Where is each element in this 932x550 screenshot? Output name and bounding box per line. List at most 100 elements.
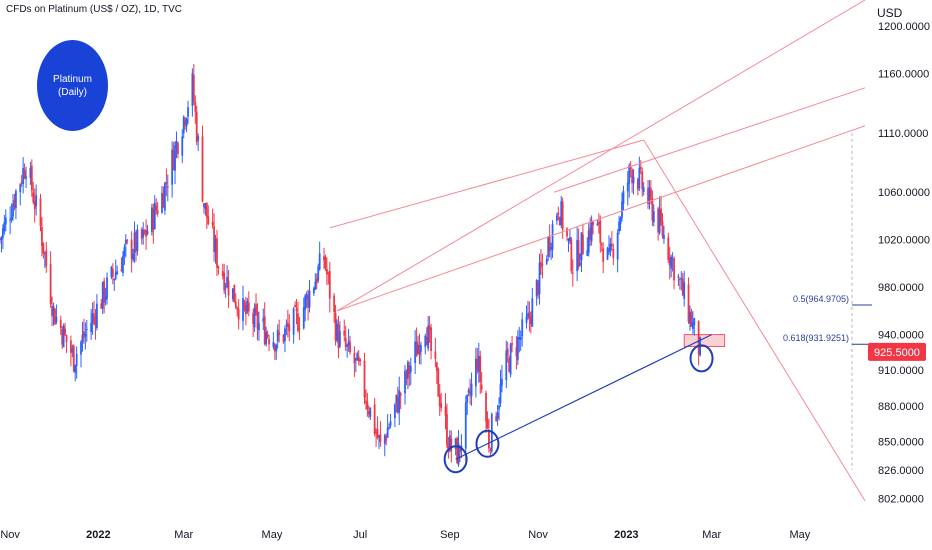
candle-body bbox=[414, 341, 417, 364]
candle-body bbox=[85, 329, 88, 331]
candle-body bbox=[172, 150, 175, 170]
candle-body bbox=[104, 296, 107, 300]
candle-body bbox=[569, 237, 571, 242]
candle-body bbox=[389, 421, 392, 426]
pitchfork-line bbox=[553, 87, 866, 193]
candle-body bbox=[286, 322, 289, 328]
candle-body bbox=[328, 271, 331, 299]
candle-body bbox=[161, 192, 163, 213]
candle-body bbox=[12, 203, 14, 217]
candle-body bbox=[359, 359, 362, 362]
candle-body bbox=[192, 75, 195, 102]
candle-body bbox=[488, 430, 490, 449]
candle-body bbox=[398, 390, 401, 413]
candle-body bbox=[557, 212, 560, 215]
candle-body bbox=[388, 426, 391, 428]
candle-body bbox=[354, 358, 357, 361]
candle-body bbox=[61, 329, 64, 345]
candle-body bbox=[454, 438, 457, 449]
candle-body bbox=[246, 301, 249, 312]
candle-body bbox=[683, 282, 686, 299]
candle-body bbox=[211, 221, 214, 226]
candle-body bbox=[538, 262, 541, 295]
candle-body bbox=[545, 258, 548, 264]
candle-body bbox=[114, 272, 117, 279]
candle-body bbox=[379, 434, 382, 442]
candle-body bbox=[1, 228, 4, 238]
candle-body bbox=[409, 365, 412, 372]
highlight-circle bbox=[475, 429, 500, 458]
candle-body bbox=[551, 223, 554, 250]
candle-body bbox=[3, 221, 6, 232]
candle-body bbox=[697, 321, 700, 355]
candle-body bbox=[71, 348, 74, 353]
candle-body bbox=[395, 394, 398, 404]
platinum-daily-badge: Platinum (Daily) bbox=[37, 40, 108, 131]
candle-body bbox=[516, 337, 519, 360]
candle-body bbox=[91, 313, 94, 324]
candle-body bbox=[42, 242, 45, 254]
candle-body bbox=[81, 334, 84, 342]
candle-body bbox=[525, 316, 528, 323]
candle-body bbox=[140, 228, 143, 239]
y-tick-label: 980.0000 bbox=[878, 282, 924, 294]
candle-body bbox=[693, 318, 696, 326]
pitchfork-line bbox=[329, 139, 644, 229]
candle-body bbox=[266, 333, 269, 337]
candle-body bbox=[32, 192, 35, 203]
candle-body bbox=[150, 207, 153, 233]
candle-body bbox=[365, 400, 367, 403]
candle-body bbox=[450, 438, 453, 451]
candle-body bbox=[670, 256, 673, 269]
candle-body bbox=[408, 365, 411, 375]
candle-body bbox=[476, 359, 479, 370]
candle-body bbox=[35, 195, 38, 207]
candle-body bbox=[124, 239, 127, 244]
candle-body bbox=[531, 298, 534, 327]
candle-body bbox=[561, 201, 564, 230]
candle-body bbox=[9, 219, 12, 221]
candle-body bbox=[30, 165, 33, 191]
candle-body bbox=[677, 276, 680, 278]
candle-body bbox=[521, 319, 524, 337]
candle-body bbox=[667, 237, 670, 260]
candle-body bbox=[599, 220, 602, 243]
candle-body bbox=[621, 201, 623, 218]
candle-body bbox=[537, 281, 539, 296]
candle-body bbox=[501, 378, 503, 386]
candle-body bbox=[547, 237, 550, 257]
x-tick-label: 2022 bbox=[86, 529, 110, 541]
candle-body bbox=[383, 435, 386, 444]
candle-body bbox=[687, 284, 690, 322]
candle-body bbox=[571, 272, 574, 274]
candle-body bbox=[540, 262, 542, 268]
candle-body bbox=[265, 332, 268, 345]
candle-body bbox=[629, 166, 632, 169]
currency-label: USD bbox=[877, 6, 903, 20]
candle-body bbox=[446, 414, 448, 446]
candle-body bbox=[641, 171, 644, 190]
candle-body bbox=[242, 298, 244, 321]
candle-body bbox=[631, 169, 634, 184]
candle-body bbox=[213, 226, 215, 252]
x-tick-label: Sep bbox=[440, 529, 460, 541]
candle-body bbox=[612, 249, 615, 258]
candle-body bbox=[132, 253, 134, 260]
candle-body bbox=[318, 253, 321, 270]
candle-body bbox=[535, 279, 538, 297]
candle-body bbox=[123, 247, 126, 257]
candle-body bbox=[23, 169, 26, 179]
candle-body bbox=[447, 444, 450, 451]
candle-body bbox=[317, 266, 320, 281]
candle-body bbox=[448, 435, 451, 452]
candle-body bbox=[181, 136, 184, 156]
candle-body bbox=[637, 179, 639, 190]
candle-body bbox=[369, 407, 372, 417]
candle-body bbox=[548, 236, 551, 252]
candle-body bbox=[496, 412, 499, 419]
candle-body bbox=[485, 392, 487, 422]
candle-body bbox=[203, 203, 205, 208]
candle-body bbox=[223, 272, 226, 291]
candle-body bbox=[339, 330, 341, 347]
